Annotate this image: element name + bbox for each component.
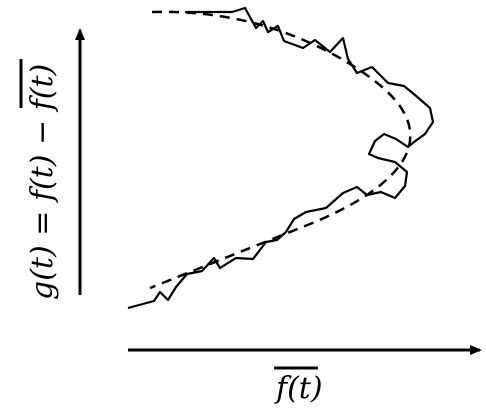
y-axis-label: g(t) = f(t) − f(t) xyxy=(25,64,60,300)
x-axis-label: f(t) xyxy=(274,371,323,406)
y-axis-label-prefix: g(t) = f(t) − xyxy=(25,110,60,300)
y-axis-label-group: g(t) = f(t) − f(t) xyxy=(19,59,60,300)
y-axis-label-overlined: f(t) xyxy=(25,64,60,113)
solid-noisy-curve xyxy=(127,6,435,310)
